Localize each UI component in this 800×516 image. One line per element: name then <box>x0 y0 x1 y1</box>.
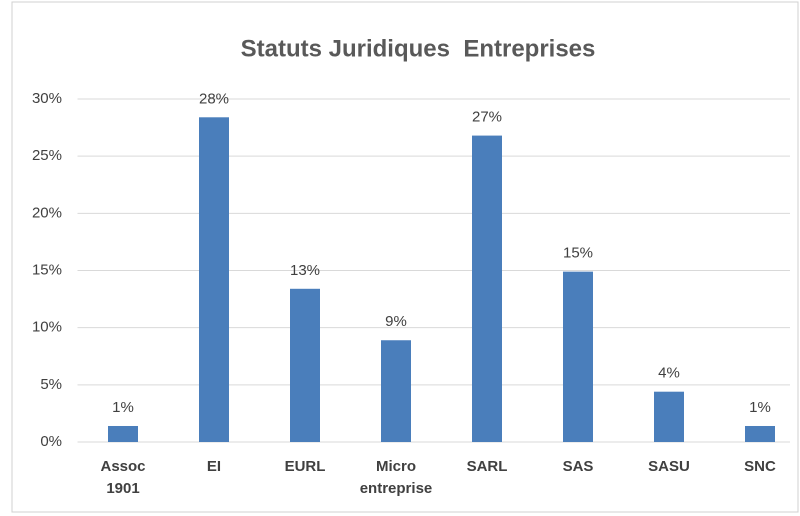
chart-border <box>11 1 799 513</box>
x-tick-label: Assoc 1901 <box>100 458 146 497</box>
bar <box>290 288 320 442</box>
y-tick-label: 10% <box>32 319 62 336</box>
data-label: 15% <box>563 245 593 262</box>
bar <box>199 117 229 442</box>
x-tick-label: SAS <box>562 458 594 475</box>
x-tick-label: Micro entreprise <box>359 458 433 497</box>
bar <box>108 425 138 442</box>
y-tick-label: 25% <box>32 147 62 164</box>
x-tick-label: EURL <box>284 458 326 475</box>
data-label: 28% <box>199 90 229 107</box>
data-label: 4% <box>658 365 680 382</box>
x-tick-label: SASU <box>648 458 690 475</box>
data-label: 1% <box>112 399 134 416</box>
bar <box>745 425 775 442</box>
data-label: 13% <box>290 262 320 279</box>
y-tick-label: 0% <box>40 433 62 450</box>
bar <box>381 340 411 442</box>
y-tick-label: 30% <box>32 90 62 107</box>
data-label: 27% <box>472 109 502 126</box>
chart-title: Statuts Juridiques Entreprises <box>241 35 596 62</box>
data-label: 9% <box>385 313 407 330</box>
x-tick-label: SARL <box>466 458 508 475</box>
x-tick-label: EI <box>206 458 222 475</box>
bar <box>654 391 684 442</box>
y-tick-label: 5% <box>40 376 62 393</box>
y-tick-label: 20% <box>32 204 62 221</box>
y-tick-label: 15% <box>32 261 62 278</box>
x-tick-label: SNC <box>744 458 776 475</box>
bar <box>472 135 502 442</box>
bar <box>563 271 593 442</box>
data-label: 1% <box>749 399 771 416</box>
